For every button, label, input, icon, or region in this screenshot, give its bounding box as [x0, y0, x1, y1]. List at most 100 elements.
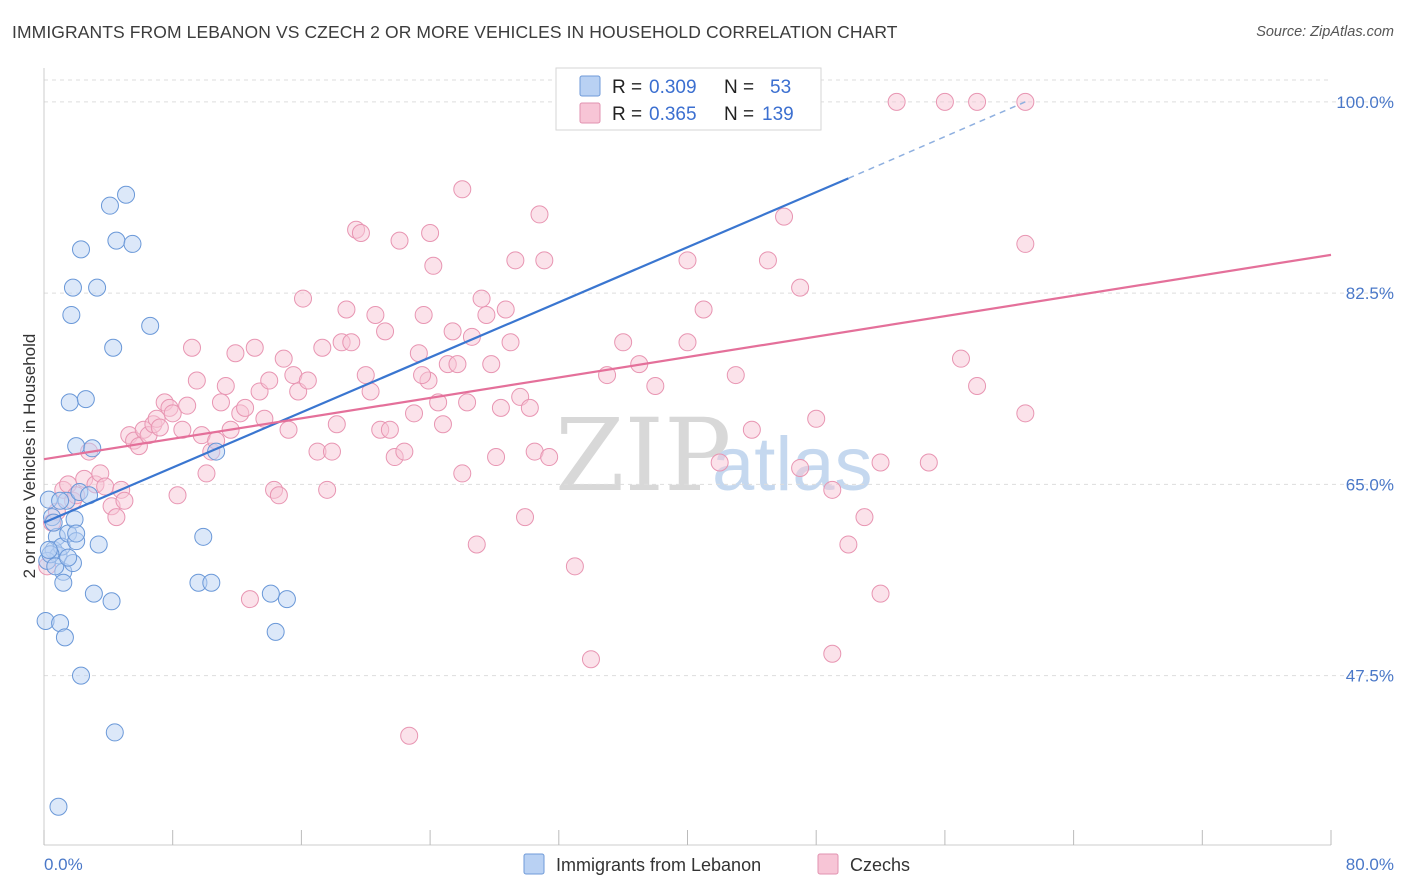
- lebanon-point: [84, 584, 103, 603]
- lebanon-point: [89, 535, 108, 554]
- lebanon-point: [83, 439, 102, 458]
- legend-label-czechs: Czechs: [850, 855, 910, 875]
- czechs-point: [260, 371, 279, 390]
- gridlines: [44, 79, 1394, 677]
- czechs-point: [520, 398, 539, 417]
- czechs-point: [351, 224, 370, 242]
- legend: Immigrants from Lebanon Czechs: [523, 853, 910, 875]
- czechs-point: [726, 366, 745, 385]
- lebanon-point: [63, 278, 82, 297]
- czechs-point: [458, 393, 477, 412]
- legend-label-lebanon: Immigrants from Lebanon: [556, 855, 761, 875]
- czechs-point: [791, 278, 810, 297]
- czechs-point: [540, 448, 559, 467]
- x-tick-label-max: 80.0%: [1346, 855, 1394, 874]
- czechs-point: [413, 366, 432, 385]
- lebanon-point: [39, 540, 58, 559]
- lebanon-point: [202, 573, 221, 592]
- lebanon-point: [46, 557, 65, 576]
- lebanon-point: [107, 231, 126, 250]
- czechs-point: [187, 371, 206, 390]
- czechs-point: [298, 371, 317, 390]
- czechs-point: [163, 404, 182, 423]
- legend-swatch-czechs: [817, 853, 839, 875]
- czechs-point: [269, 486, 288, 505]
- lebanon-point: [104, 338, 123, 357]
- czechs-point: [472, 289, 491, 308]
- lebanon-point: [55, 628, 74, 647]
- y-tick-label: 100.0%: [1336, 93, 1394, 112]
- lebanon-point: [117, 185, 136, 204]
- czechs-point: [477, 305, 496, 324]
- czechs-point: [467, 535, 486, 554]
- legend-swatch-lebanon: [523, 853, 545, 875]
- czechs-point: [678, 251, 697, 270]
- lebanon-point: [277, 590, 296, 609]
- czechs-point: [168, 486, 187, 505]
- czechs-point: [871, 453, 890, 472]
- lebanon-point: [141, 316, 160, 335]
- czechs-point: [376, 322, 395, 341]
- czechs-point: [581, 650, 600, 669]
- czechs-point: [935, 92, 954, 111]
- czechs-point: [453, 180, 472, 199]
- czechs-point: [421, 224, 440, 242]
- czechs-point: [274, 349, 293, 368]
- czechs-point: [337, 300, 356, 319]
- lebanon-point: [59, 548, 78, 567]
- y-tick-labels: 47.5% 65.0% 82.5% 100.0%: [1336, 93, 1394, 686]
- czechs-point: [1016, 404, 1035, 423]
- czechs-point: [322, 442, 341, 461]
- czechs-point: [236, 398, 255, 417]
- czechs-point: [211, 393, 230, 412]
- czechs-point: [400, 726, 419, 745]
- czechs-point: [433, 415, 452, 434]
- lebanon-point: [123, 234, 142, 253]
- czechs-point: [366, 305, 385, 324]
- czechs-point: [968, 92, 987, 111]
- stats-r-lebanon: 0.309: [649, 77, 697, 98]
- czechs-point: [887, 92, 906, 111]
- czechs-point: [318, 480, 337, 499]
- czechs-point: [327, 415, 346, 434]
- stats-r-label-czechs: R =: [612, 104, 642, 125]
- czechs-point: [405, 404, 424, 423]
- lebanon-trend-extension: [848, 101, 1026, 180]
- czechs-point: [380, 420, 399, 439]
- czechs-points: [38, 92, 1035, 745]
- czechs-point: [742, 420, 761, 439]
- lebanon-point: [261, 584, 280, 603]
- czechs-point: [491, 398, 510, 417]
- czechs-point: [678, 333, 697, 352]
- czechs-point: [115, 491, 134, 510]
- czechs-point: [448, 355, 467, 374]
- czechs-point: [646, 377, 665, 395]
- czechs-point: [487, 448, 506, 467]
- watermark-zip: ZIP: [555, 397, 731, 514]
- czechs-point: [178, 396, 197, 415]
- czechs-point: [443, 322, 462, 341]
- czechs-point: [150, 418, 169, 437]
- lebanon-point: [88, 278, 107, 297]
- czechs-point: [96, 477, 115, 496]
- y-tick-label: 82.5%: [1346, 284, 1394, 303]
- czechs-point: [951, 349, 970, 368]
- lebanon-point: [60, 393, 79, 412]
- stats-box: R = 0.309 N = 53 R = 0.365 N = 139: [555, 67, 822, 131]
- czechs-point: [240, 590, 259, 609]
- x-tick-label-min: 0.0%: [44, 855, 83, 874]
- czechs-point: [694, 300, 713, 319]
- czechs-point: [516, 508, 535, 527]
- czechs-point: [294, 289, 313, 308]
- czechs-point: [216, 377, 235, 395]
- lebanon-point: [72, 666, 91, 685]
- czechs-point: [395, 442, 414, 461]
- stats-r-czechs: 0.365: [649, 104, 697, 125]
- czechs-point: [565, 557, 584, 576]
- czechs-point: [807, 409, 826, 428]
- czechs-point: [424, 256, 443, 275]
- czechs-point: [839, 535, 858, 554]
- stats-swatch-lebanon: [579, 75, 601, 97]
- trend-lines: [43, 101, 1332, 524]
